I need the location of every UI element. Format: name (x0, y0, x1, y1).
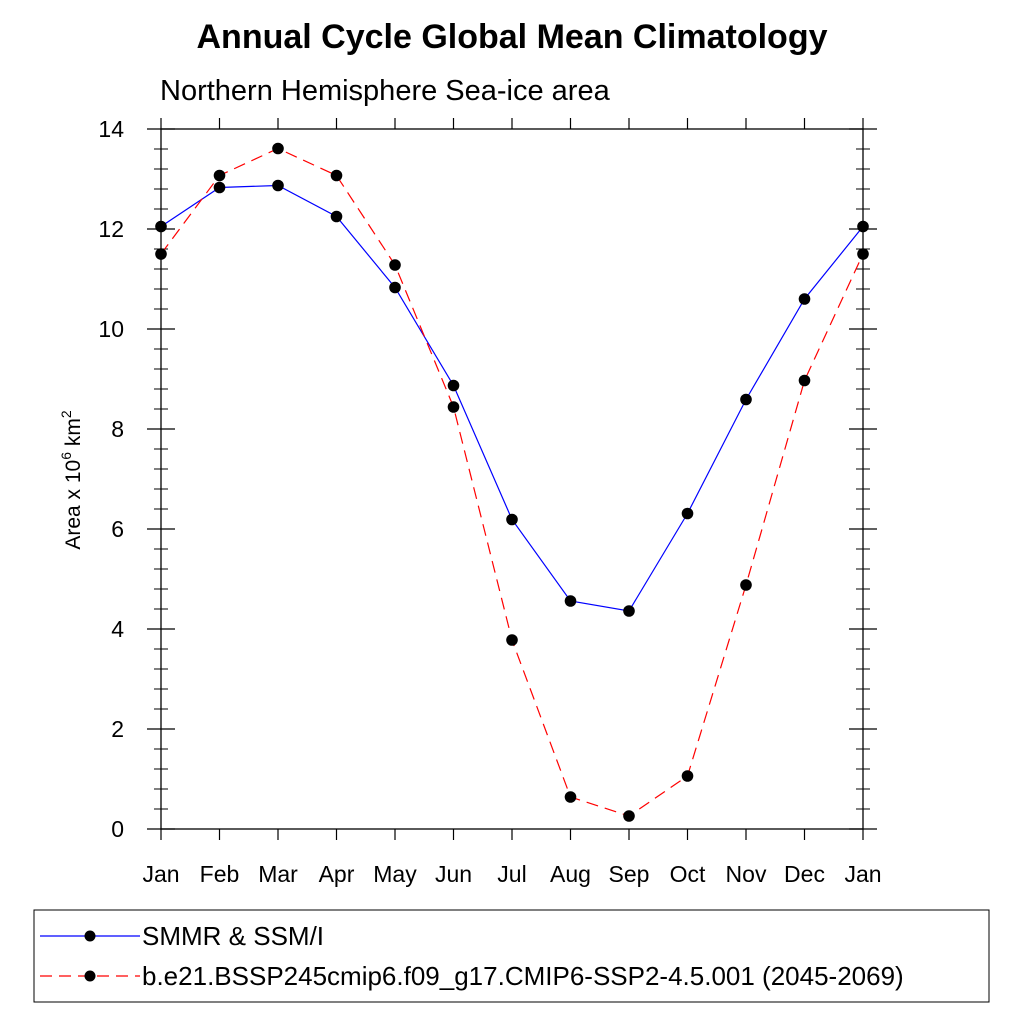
series-0-point (623, 605, 635, 617)
series-0-point (272, 179, 284, 192)
legend-entry-smmr: SMMR & SSM/I (40, 921, 324, 951)
x-tick-label: May (373, 861, 417, 887)
series-0-point (564, 595, 577, 607)
series-1-point (389, 259, 401, 271)
x-tick-label: Aug (550, 861, 591, 887)
series-1-point (798, 374, 811, 387)
x-tick-label: Feb (200, 861, 240, 887)
series-1-point (213, 169, 226, 182)
series-0-point (798, 293, 811, 305)
x-tick-label: Jan (142, 861, 179, 887)
x-tick-label: Nov (726, 861, 767, 887)
x-tick-label: Oct (670, 861, 706, 887)
series-line-1 (160, 147, 864, 817)
plot-frame (160, 128, 864, 830)
legend-marker-cmip6 (84, 970, 96, 982)
x-tick-label: Apr (319, 861, 355, 887)
legend-label-smmr: SMMR & SSM/I (142, 921, 324, 951)
series-1-point (155, 248, 167, 260)
x-tick-label: Dec (784, 861, 825, 887)
axis-ticks (147, 118, 877, 840)
series-1-point (330, 169, 343, 182)
series-1-point (740, 579, 752, 591)
y-tick-label: 0 (111, 816, 124, 842)
legend-entry-cmip6: b.e21.BSSP245cmip6.f09_g17.CMIP6-SSP2-4.… (40, 961, 904, 991)
series-1-point (623, 810, 635, 822)
series-1-point (681, 770, 694, 782)
legend-box (33, 909, 990, 1003)
series-0-point (857, 220, 869, 233)
series-0-point (330, 210, 343, 223)
series-0-point (506, 513, 518, 526)
series-line-0 (160, 184, 864, 612)
series-0-point (447, 379, 460, 392)
series-0-point (681, 507, 694, 520)
x-tick-label: Jun (435, 861, 472, 887)
legend-marker-smmr (84, 930, 96, 942)
chart-subtitle: Northern Hemisphere Sea-ice area (160, 75, 611, 107)
series-1-point (447, 401, 460, 413)
y-tick-label: 2 (111, 716, 124, 742)
y-tick-label: 14 (98, 116, 124, 142)
y-tick-label: 10 (98, 316, 124, 342)
chart-title: Annual Cycle Global Mean Climatology (197, 18, 828, 56)
y-tick-label: 8 (111, 416, 124, 442)
y-tick-label: 12 (98, 216, 124, 242)
y-tick-label: 6 (111, 516, 124, 542)
series-1-point (272, 142, 284, 155)
x-tick-label: Jul (497, 861, 526, 887)
series-0-point (155, 220, 167, 233)
series-0-point (213, 181, 226, 194)
y-tick-label: 4 (111, 616, 124, 642)
x-tick-label: Jan (844, 861, 881, 887)
series-0-point (740, 393, 752, 406)
y-tick-labels: 0 2 4 6 8 10 12 14 (98, 116, 124, 842)
series-layer (155, 142, 869, 822)
y-axis-title: Area x 106 km2 (58, 410, 85, 550)
series-1-point (506, 634, 518, 646)
x-tick-labels: Jan Feb Mar Apr May Jun Jul Aug Sep Oct Nov Dec Jan (142, 861, 881, 887)
series-1-point (857, 248, 869, 260)
series-0-point (389, 281, 401, 294)
legend-label-cmip6: b.e21.BSSP245cmip6.f09_g17.CMIP6-SSP2-4.… (142, 961, 904, 991)
series-1-point (564, 791, 577, 803)
x-tick-label: Mar (258, 861, 298, 887)
x-tick-label: Sep (609, 861, 650, 887)
